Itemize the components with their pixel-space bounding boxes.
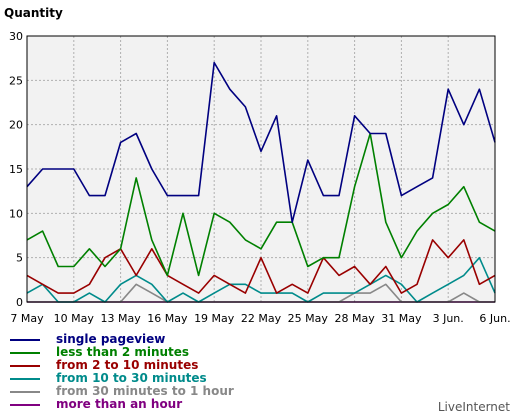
x-tick-label: 25 May bbox=[288, 312, 329, 325]
legend-label: single pageview bbox=[56, 332, 166, 346]
x-tick-label: 22 May bbox=[241, 312, 282, 325]
y-tick-label: 0 bbox=[16, 296, 23, 309]
legend: single pageview less than 2 minutes from 2… bbox=[10, 333, 234, 411]
x-tick-label: 19 May bbox=[194, 312, 235, 325]
legend-item: less than 2 minutes bbox=[10, 346, 234, 359]
legend-label: from 30 minutes to 1 hour bbox=[56, 384, 234, 398]
legend-item: from 10 to 30 minutes bbox=[10, 372, 234, 385]
x-tick-label: 13 May bbox=[100, 312, 141, 325]
x-tick-label: 10 May bbox=[54, 312, 95, 325]
legend-item: from 2 to 10 minutes bbox=[10, 359, 234, 372]
legend-swatch bbox=[10, 390, 40, 393]
legend-swatch bbox=[10, 377, 40, 380]
series-line-single-pageview bbox=[26, 61, 496, 223]
y-tick-label: 25 bbox=[9, 74, 23, 87]
legend-item: from 30 minutes to 1 hour bbox=[10, 385, 234, 398]
x-tick-label: 16 May bbox=[147, 312, 188, 325]
y-tick-label: 20 bbox=[9, 119, 23, 132]
y-tick-label: 5 bbox=[16, 252, 23, 265]
legend-label: from 10 to 30 minutes bbox=[56, 371, 207, 385]
legend-label: more than an hour bbox=[56, 397, 183, 411]
legend-label: from 2 to 10 minutes bbox=[56, 358, 199, 372]
legend-label: less than 2 minutes bbox=[56, 345, 190, 359]
legend-swatch bbox=[10, 351, 40, 354]
legend-item: single pageview bbox=[10, 333, 234, 346]
y-tick-label: 15 bbox=[9, 163, 23, 176]
line-chart: Quantity 0 5 10 15 20 25 30 7 May 10 May 13 May 16… bbox=[4, 6, 511, 325]
axis-ticks: 0 5 10 15 20 25 30 7 May 10 May 13 May 16 May 19 Ma… bbox=[9, 30, 511, 325]
legend-swatch bbox=[10, 364, 40, 367]
x-tick-label: 28 May bbox=[334, 312, 375, 325]
series-line-less-than-2-minutes bbox=[26, 132, 496, 277]
brand-logo-text: LiveInternet bbox=[437, 400, 510, 414]
legend-swatch bbox=[10, 338, 40, 341]
y-axis-label: Quantity bbox=[4, 6, 63, 20]
series-line-from-2-to-10-minutes bbox=[26, 239, 496, 294]
y-tick-label: 10 bbox=[9, 207, 23, 220]
x-tick-label: 31 May bbox=[381, 312, 422, 325]
legend-item: more than an hour bbox=[10, 398, 234, 411]
y-tick-label: 30 bbox=[9, 30, 23, 43]
x-tick-label: 3 Jun. bbox=[433, 312, 464, 325]
x-tick-label: 7 May bbox=[10, 312, 44, 325]
legend-swatch bbox=[10, 403, 40, 406]
x-tick-label: 6 Jun. bbox=[479, 312, 510, 325]
plot-frame bbox=[26, 35, 496, 303]
